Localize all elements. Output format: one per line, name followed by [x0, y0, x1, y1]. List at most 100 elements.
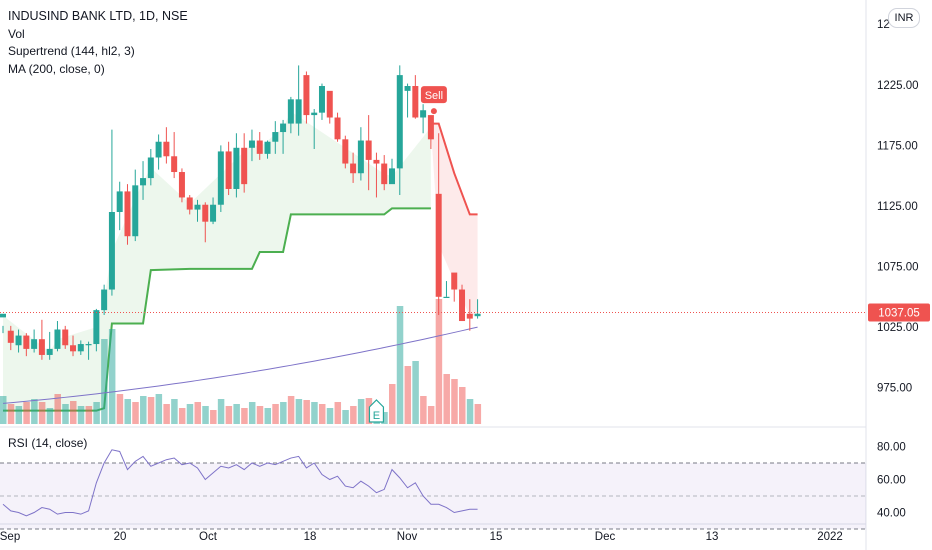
volume-bar [474, 404, 482, 424]
volume-bar [116, 394, 124, 424]
candle-body [272, 132, 279, 142]
candle-body [46, 348, 53, 355]
candle-body [155, 141, 162, 158]
candle-body [459, 289, 466, 322]
candle-body [186, 197, 193, 210]
time-tick-label: 15 [490, 531, 503, 543]
candle-body [396, 75, 403, 169]
volume-bar [451, 379, 458, 424]
volume-bar [280, 402, 287, 424]
sell-signal-box [420, 86, 447, 104]
candle-body [171, 156, 178, 173]
candle-body [427, 115, 434, 140]
candle-body [202, 204, 209, 222]
price-tick-label: 1025.00 [877, 322, 919, 334]
volume-bar [194, 402, 201, 424]
candle-body [443, 296, 450, 298]
volume-bar [225, 406, 233, 424]
volume-bar [210, 410, 217, 424]
candle-body [93, 310, 100, 345]
symbol-title[interactable]: INDUSIND BANK LTD, 1D, NSE [8, 9, 188, 23]
candle-body [31, 339, 38, 349]
time-tick-label: Nov [397, 531, 418, 543]
volume-bar [101, 339, 108, 424]
volume-bar [38, 402, 46, 424]
candle-body [54, 329, 61, 349]
candle-body [62, 329, 69, 346]
rsi-legend[interactable]: RSI (14, close) [8, 436, 88, 450]
volume-bar [256, 406, 264, 424]
candle-body [318, 86, 325, 113]
candle-body [77, 344, 84, 352]
volume-bar [334, 402, 342, 424]
candle-body [23, 335, 30, 349]
volume-bar [155, 394, 163, 424]
candle-body [256, 140, 263, 154]
price-tick-label: 1175.00 [877, 140, 918, 152]
candle-body [108, 212, 115, 290]
volume-bar [7, 404, 15, 424]
candle-body [217, 151, 224, 205]
candle-body [147, 157, 154, 179]
volume-bar [186, 404, 194, 424]
volume-bar [396, 306, 404, 424]
earnings-marker [368, 399, 385, 423]
volume-bar [459, 387, 466, 424]
volume-bar [443, 374, 450, 424]
time-tick-label: Oct [199, 531, 218, 543]
volume-bar [357, 399, 365, 424]
volume-bar [62, 404, 69, 424]
volume-bar [46, 408, 54, 424]
volume-bar [163, 404, 170, 424]
rsi-tick-label: 60.00 [877, 475, 906, 487]
last-price-tag [868, 303, 930, 322]
volume-bar [171, 399, 178, 424]
candle-body [124, 191, 131, 237]
candle-body [241, 147, 248, 185]
volume-bar [54, 394, 61, 424]
volume-bar [217, 399, 225, 424]
candle-body [295, 99, 302, 124]
earnings-marker-label: E [373, 410, 380, 422]
volume-bar [272, 404, 279, 424]
candle-body [373, 159, 380, 164]
candle-body [334, 117, 341, 140]
supertrend-fill-down [430, 123, 478, 317]
volume-bar [404, 366, 412, 424]
price-tick-label: 1125.00 [877, 201, 918, 213]
time-tick-label: 13 [706, 531, 719, 543]
candle-body [38, 339, 45, 355]
candle-body [474, 313, 481, 317]
indicator-volume[interactable]: Vol [8, 26, 25, 41]
volume-bar [412, 361, 419, 424]
indicator-supertrend[interactable]: Supertrend (144, hl2, 3) [8, 44, 135, 58]
candle-body [15, 335, 22, 346]
volume-bar [342, 410, 349, 424]
candle-body [178, 172, 185, 198]
candle-body [233, 147, 240, 189]
last-price-label: 1037.05 [878, 307, 920, 319]
candle-body [264, 141, 271, 154]
candle-body [248, 140, 255, 148]
time-tick-label: 2022 [817, 531, 843, 543]
time-tick-label: 20 [114, 531, 127, 543]
currency-badge[interactable]: INR [888, 8, 920, 28]
candle-body [140, 178, 147, 186]
price-tick-label: 1075.00 [877, 262, 919, 274]
time-tick-label: 18 [304, 531, 317, 543]
candle-body [70, 345, 77, 352]
volume-bar [311, 402, 318, 424]
volume-bar [326, 408, 334, 424]
supertrend-line-up [3, 207, 431, 412]
price-tick-label: 975.00 [877, 383, 912, 395]
candle-body [342, 139, 349, 164]
candle-body [210, 204, 217, 222]
indicator-ma[interactable]: MA (200, close, 0) [8, 61, 105, 76]
volume-bar [264, 408, 272, 424]
candle-body [116, 191, 123, 212]
candle-body [451, 272, 458, 290]
volume-bar [435, 299, 443, 424]
chart-legend: INDUSIND BANK LTD, 1D, NSE Vol Supertren… [8, 8, 188, 78]
candle-body [466, 313, 473, 319]
